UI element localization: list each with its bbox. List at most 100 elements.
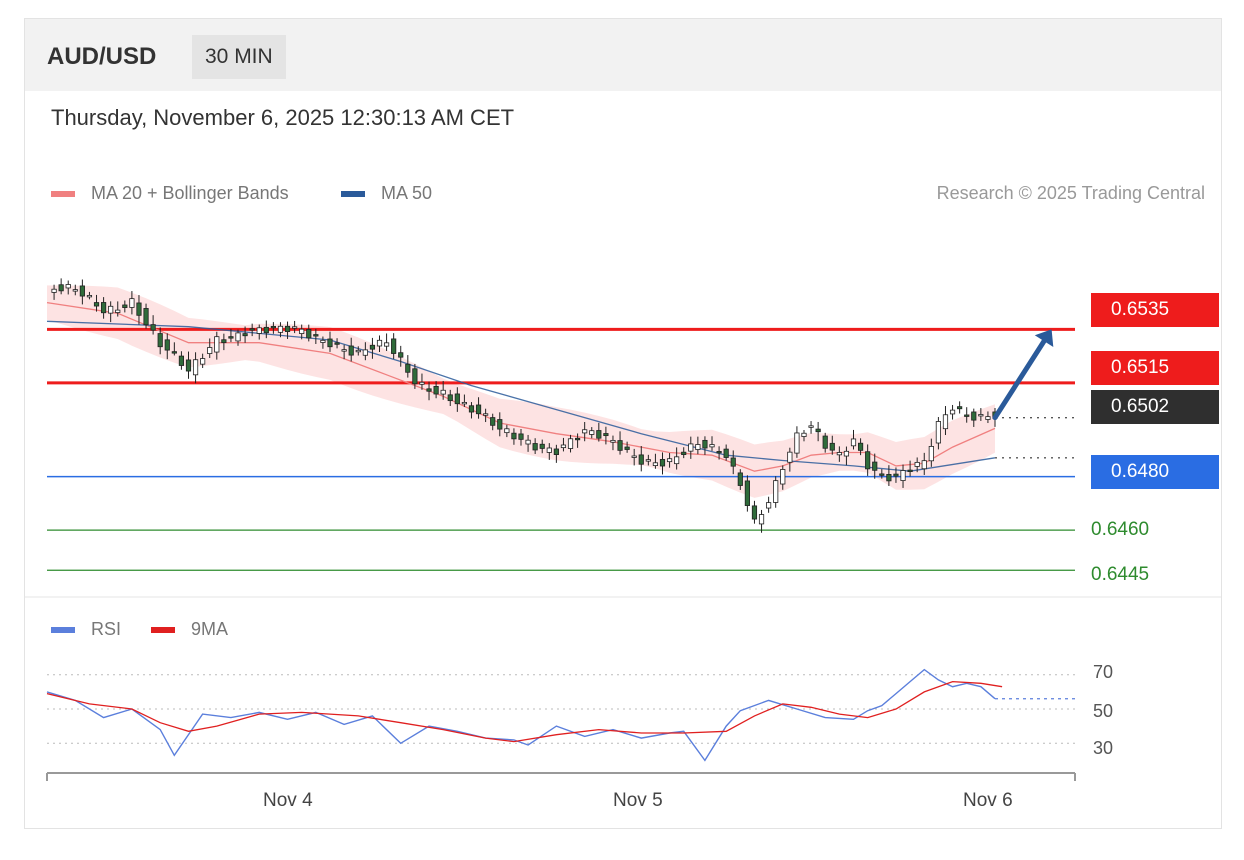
candle-body xyxy=(497,419,503,430)
candle xyxy=(928,438,934,467)
candle xyxy=(362,342,368,361)
forecast-arrow-head xyxy=(1034,329,1054,348)
candle-body xyxy=(773,480,779,503)
candle xyxy=(681,447,687,459)
candle xyxy=(200,353,206,369)
ma9-swatch xyxy=(151,626,175,633)
candle-body xyxy=(412,368,418,385)
candle-body xyxy=(355,349,361,353)
rsi-swatch xyxy=(51,626,75,633)
candle xyxy=(900,464,906,488)
candle xyxy=(865,444,871,476)
x-label-nov6: Nov 6 xyxy=(963,790,1013,811)
candle-body xyxy=(596,430,602,439)
candle-body xyxy=(624,446,630,450)
candle-body xyxy=(79,285,85,297)
candle xyxy=(879,469,885,479)
timeframe-badge[interactable]: 30 MIN xyxy=(192,35,286,79)
candle xyxy=(560,437,567,452)
candle xyxy=(794,426,800,458)
candle-body xyxy=(383,342,390,347)
candle-body xyxy=(65,284,71,289)
candle-body xyxy=(129,298,135,308)
candle-body xyxy=(808,425,814,428)
candle-body xyxy=(157,333,163,348)
candle-body xyxy=(235,332,241,342)
candle-body xyxy=(447,394,453,402)
candle-body xyxy=(277,325,284,333)
candle-body xyxy=(744,480,750,506)
candle xyxy=(270,322,276,334)
candle xyxy=(454,387,460,412)
candle-body xyxy=(907,469,913,473)
candle xyxy=(872,453,878,479)
legend-ma50-label: MA 50 xyxy=(381,183,433,203)
candle xyxy=(567,434,574,453)
candle xyxy=(511,428,517,445)
candle-body xyxy=(475,404,482,415)
candle-body xyxy=(985,416,991,420)
level-label-6: 0.6445 xyxy=(1091,564,1150,585)
candle xyxy=(949,404,956,420)
candle xyxy=(249,323,255,337)
candle-body xyxy=(751,505,758,520)
candle-body xyxy=(872,461,878,471)
candle xyxy=(490,413,496,431)
candle-body xyxy=(935,421,941,444)
candle xyxy=(306,324,312,342)
candle-body xyxy=(391,338,397,354)
candle xyxy=(178,351,185,370)
candle-body xyxy=(850,438,857,447)
candle-body xyxy=(815,428,821,433)
candle xyxy=(376,335,383,353)
candle-body xyxy=(341,349,347,352)
candle-body xyxy=(242,333,248,337)
candle xyxy=(171,342,177,356)
candle-body xyxy=(688,443,694,452)
rsi-panel xyxy=(25,596,1221,762)
candle-body xyxy=(659,458,666,467)
candle xyxy=(221,333,227,351)
candle-body xyxy=(886,474,892,482)
candle xyxy=(369,337,376,359)
bollinger-band-area xyxy=(47,285,995,498)
candle-body xyxy=(178,355,185,366)
candle-body xyxy=(730,457,736,467)
candle-body xyxy=(702,439,708,449)
candle-body xyxy=(575,437,581,441)
candle xyxy=(645,454,651,466)
candle xyxy=(461,394,467,408)
candle xyxy=(405,355,411,378)
candle-body xyxy=(228,336,234,339)
rsi-level-30: 30 xyxy=(1093,738,1114,758)
candle-body xyxy=(737,472,743,486)
candle xyxy=(787,447,793,472)
price-chart[interactable] xyxy=(25,19,1221,828)
candle-body xyxy=(949,409,956,415)
candle xyxy=(65,280,71,295)
candle xyxy=(447,389,453,407)
candle-body xyxy=(143,308,149,326)
candle-body xyxy=(299,328,305,334)
candle-body xyxy=(716,451,722,454)
candle-body xyxy=(928,446,934,462)
candle xyxy=(631,448,637,466)
candle xyxy=(58,278,64,295)
candle xyxy=(730,450,736,475)
candle xyxy=(709,436,715,451)
candle xyxy=(836,446,842,462)
candle xyxy=(695,436,701,455)
forecast-arrow-shaft xyxy=(992,338,1047,421)
candle xyxy=(758,509,765,533)
candle xyxy=(886,465,892,487)
candle-body xyxy=(369,344,376,350)
candle-body xyxy=(454,393,460,405)
candle xyxy=(723,444,729,461)
candle-body xyxy=(723,448,729,458)
candle-body xyxy=(101,302,107,314)
candle xyxy=(497,412,503,437)
candle xyxy=(907,460,913,477)
candle xyxy=(207,338,213,359)
candle-body xyxy=(313,334,319,337)
candle-body xyxy=(192,359,199,376)
